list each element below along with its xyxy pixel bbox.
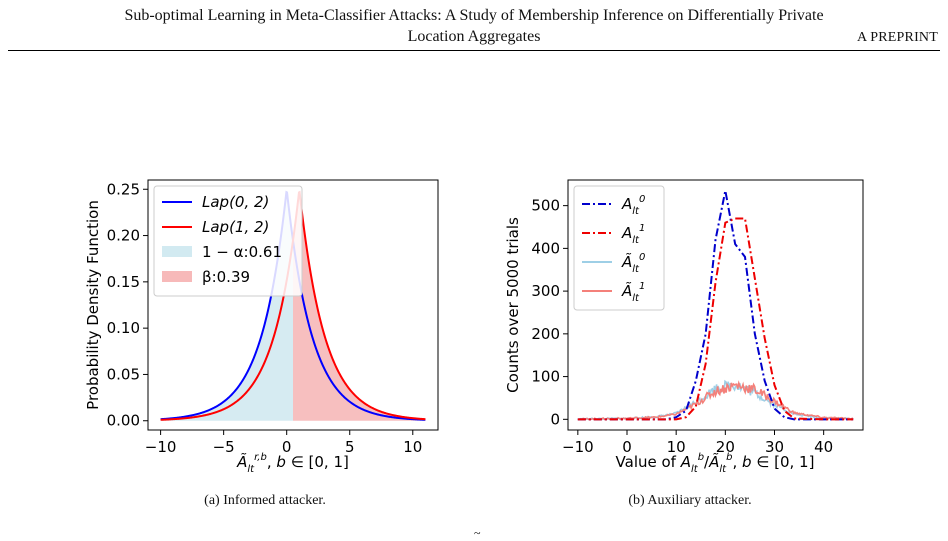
running-title-line1: Sub-optimal Learning in Meta-Classifier … bbox=[124, 7, 824, 24]
legend-label-lap0: Lap(0, 2) bbox=[202, 193, 269, 211]
plot-frame bbox=[147, 179, 439, 431]
legend-swatch-alpha bbox=[162, 246, 192, 257]
y-axis-label: Counts over 5000 trials bbox=[504, 217, 522, 393]
tail-mark: ~ bbox=[474, 526, 481, 540]
legend-label-lap1: Lap(1, 2) bbox=[202, 218, 269, 236]
b-ytick-label: 0 bbox=[550, 410, 560, 428]
page-header: Sub-optimal Learning in Meta-Classifier … bbox=[0, 0, 948, 51]
shaded-region-0 bbox=[160, 192, 293, 421]
x-axis-label: Value of Altb/Ãltb, b ∈ [0, 1] bbox=[616, 452, 815, 475]
shaded-region-1 bbox=[293, 192, 426, 421]
header-rule bbox=[8, 50, 940, 51]
a-ytick-label: 0.25 bbox=[107, 180, 140, 198]
a-xtick-label: −10 bbox=[145, 438, 177, 456]
y-axis-ticks: 0.00 0.05 0.10 0.15 0.20 0.25 bbox=[107, 180, 148, 430]
x-axis-ticks: −10 −5 0 5 10 bbox=[145, 430, 422, 456]
a-ytick-label: 0.15 bbox=[107, 273, 140, 291]
b-ytick-label: 100 bbox=[531, 368, 560, 386]
b-xtick-label: 20 bbox=[716, 438, 735, 456]
a-xtick-label: 10 bbox=[403, 438, 422, 456]
series-line-0 bbox=[577, 190, 854, 421]
b-xtick-label: 10 bbox=[667, 438, 686, 456]
legend-label-alpha: 1 − α:0.61 bbox=[202, 243, 282, 261]
legend-box bbox=[153, 185, 303, 297]
legend-swatch-beta bbox=[162, 271, 192, 282]
y-axis-ticks: 0 100 200 300 400 500 bbox=[531, 197, 568, 428]
running-title-line2: Location Aggregates bbox=[407, 28, 541, 45]
series-line-3 bbox=[577, 380, 854, 421]
y-axis-label: Probability Density Function bbox=[84, 200, 102, 410]
b-ytick-label: 500 bbox=[531, 197, 560, 215]
series-line-1 bbox=[577, 217, 854, 421]
a-ytick-label: 0.20 bbox=[107, 227, 140, 245]
a-ytick-label: 0.05 bbox=[107, 365, 140, 383]
a-ytick-label: 0.10 bbox=[107, 319, 140, 337]
a-xtick-label: 0 bbox=[282, 438, 292, 456]
figure-b: −10 0 10 20 30 40 0 100 200 300 400 500 Value of A… bbox=[500, 170, 880, 480]
series-line-2 bbox=[577, 379, 854, 421]
caption-b: (b) Auxiliary attacker. bbox=[628, 493, 752, 508]
shaded-regions bbox=[160, 192, 426, 421]
x-axis-ticks: −10 0 10 20 30 40 bbox=[562, 430, 833, 456]
b-ytick-label: 400 bbox=[531, 239, 560, 257]
a-ytick-label: 0.00 bbox=[107, 412, 140, 430]
b-xtick-label: −10 bbox=[562, 438, 594, 456]
b-ytick-label: 300 bbox=[531, 282, 560, 300]
figure-a: −10 −5 0 5 10 0.00 0.05 0.10 0.15 0.20 0.25 Ãltr,… bbox=[80, 170, 450, 480]
preprint-label: A PREPRINT bbox=[857, 30, 938, 45]
b-xtick-label: 0 bbox=[622, 438, 632, 456]
legend: Lap(0, 2) Lap(1, 2) 1 − α:0.61 β:0.39 bbox=[153, 185, 303, 297]
x-axis-label: Ãltr,b, b ∈ [0, 1] bbox=[236, 452, 349, 475]
legend-box bbox=[573, 185, 665, 311]
count-curves bbox=[577, 190, 854, 421]
legend-label-beta: β:0.39 bbox=[202, 268, 250, 286]
chart-informed-attacker: −10 −5 0 5 10 0.00 0.05 0.10 0.15 0.20 0.25 Ãltr,… bbox=[84, 179, 439, 475]
legend: Alt0 Alt1 Ãlt0 Ãlt1 bbox=[573, 185, 665, 311]
plot-frame bbox=[567, 179, 864, 431]
caption-a: (a) Informed attacker. bbox=[204, 493, 326, 508]
b-ytick-label: 200 bbox=[531, 325, 560, 343]
a-xtick-label: 5 bbox=[345, 438, 355, 456]
b-xtick-label: 30 bbox=[765, 438, 784, 456]
a-xtick-label: −5 bbox=[213, 438, 235, 456]
b-xtick-label: 40 bbox=[814, 438, 833, 456]
